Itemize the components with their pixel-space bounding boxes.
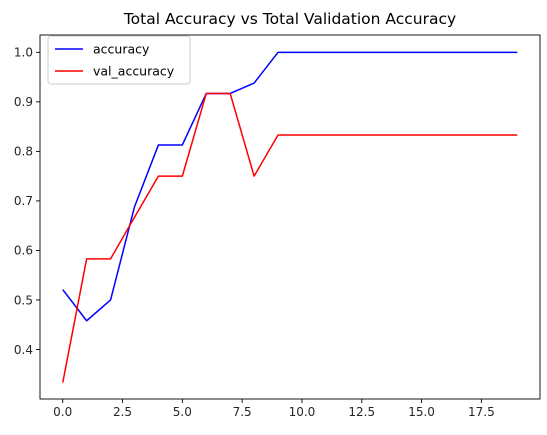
legend-label: val_accuracy bbox=[93, 64, 175, 79]
axes: 0.0 2.5 5.0 7.5 10.0 12.5 15.0 17.5 0.4 0.5 0.6 0.7… bbox=[14, 34, 541, 419]
chart-title: Total Accuracy vs Total Validation Accur… bbox=[123, 10, 456, 28]
series-line-val-accuracy bbox=[61, 92, 518, 383]
legend-box bbox=[47, 35, 191, 85]
x-tick-label: 15.0 bbox=[408, 405, 435, 419]
y-tick-label: 1.0 bbox=[14, 46, 33, 60]
x-tick-label: 5.0 bbox=[173, 405, 192, 419]
y-tick-label: 0.9 bbox=[14, 95, 33, 109]
x-tick-label: 7.5 bbox=[233, 405, 252, 419]
plot-frame bbox=[39, 34, 541, 400]
y-tick-label: 0.7 bbox=[14, 194, 33, 208]
legend-label: accuracy bbox=[93, 42, 150, 57]
x-tick-label: 17.5 bbox=[468, 405, 495, 419]
x-tick-label: 0.0 bbox=[53, 405, 72, 419]
y-tick-label: 0.8 bbox=[14, 145, 33, 159]
y-tick-label: 0.5 bbox=[14, 293, 33, 307]
x-tick-label: 2.5 bbox=[113, 405, 132, 419]
series-lines bbox=[61, 51, 518, 383]
legend: accuracy val_accuracy bbox=[47, 35, 191, 85]
y-tick-label: 0.4 bbox=[14, 343, 33, 357]
x-tick-label: 10.0 bbox=[289, 405, 316, 419]
series-line-accuracy bbox=[62, 51, 518, 322]
y-tick-label: 0.6 bbox=[14, 244, 33, 258]
x-tick-label: 12.5 bbox=[348, 405, 375, 419]
